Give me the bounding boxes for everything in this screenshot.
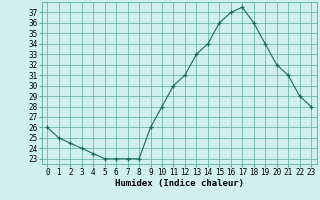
X-axis label: Humidex (Indice chaleur): Humidex (Indice chaleur): [115, 179, 244, 188]
